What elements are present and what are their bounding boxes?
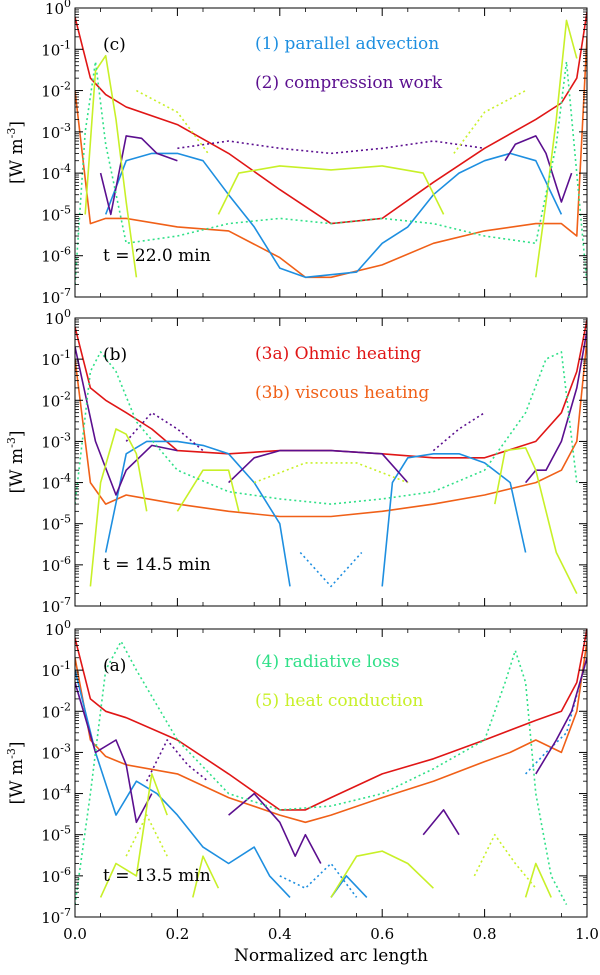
legend-radiative-loss: (4) radiative loss <box>255 652 400 672</box>
y-tick-label: 10-5 <box>41 513 71 534</box>
legend-viscous-heating: (3b) viscous heating <box>255 383 429 403</box>
series-compression-work-6 <box>75 682 153 824</box>
series-parallel-advection-2 <box>104 152 563 279</box>
y-tick-label: 10-6 <box>41 554 71 575</box>
panel-frame <box>74 628 588 918</box>
x-tick-label: 1.0 <box>575 925 599 943</box>
y-tick-label: 10-1 <box>41 348 71 369</box>
time-label: t = 22.0 min <box>103 246 211 266</box>
series-heat-conduction-16 <box>473 833 537 889</box>
legend-heat-conduction: (5) heat conduction <box>255 691 423 711</box>
series-compression-work-3 <box>99 135 178 216</box>
series-heat-conduction-11 <box>99 773 168 898</box>
time-label: t = 13.5 min <box>103 866 211 886</box>
y-tick-label: 10-2 <box>41 700 71 721</box>
series-viscous-heating-1 <box>75 339 587 518</box>
y-tick-label: 10-1 <box>41 659 71 680</box>
series-heat-conduction-12 <box>192 855 220 898</box>
y-tick-label: 10-2 <box>41 80 71 101</box>
series-compression-work-8 <box>125 411 204 452</box>
series-group <box>75 629 587 905</box>
legend-compression-work: (2) compression work <box>255 73 443 93</box>
y-tick-label: 10-3 <box>41 741 71 762</box>
series-heat-conduction-11 <box>176 469 240 512</box>
y-tick-label: 10-1 <box>41 38 71 59</box>
panel-b: 10-7 10-6 10-5 10-4 10-3 10-2 10-1 100 (b) t = 14… <box>41 307 588 616</box>
y-axis-label: [W m-3] <box>5 121 27 184</box>
series-compression-work-9 <box>432 412 486 452</box>
series-heat-conduction-8 <box>535 19 578 278</box>
series-heat-conduction-10 <box>453 89 526 154</box>
y-tick-label: 100 <box>45 0 71 18</box>
series-viscous-heating-1 <box>75 36 587 279</box>
series-heat-conduction-7 <box>217 165 445 215</box>
panel-tag: (c) <box>103 35 126 55</box>
y-tick-label: 10-4 <box>41 472 71 493</box>
series-parallel-advection-3 <box>381 452 527 587</box>
series-heat-conduction-9 <box>136 89 209 154</box>
series-heat-conduction-12 <box>494 446 578 594</box>
series-parallel-advection-4 <box>279 862 358 898</box>
x-tick-label: 0.4 <box>268 925 292 943</box>
y-tick-label: 10-7 <box>41 595 71 616</box>
series-heat-conduction-14 <box>524 862 552 898</box>
y-axis-label: [W m-3] <box>5 431 27 494</box>
y-tick-label: 10-3 <box>41 430 71 451</box>
y-tick-label: 100 <box>45 618 71 639</box>
series-compression-work-4 <box>504 135 573 203</box>
series-heat-conduction-10 <box>89 428 148 587</box>
y-tick-label: 100 <box>45 307 71 328</box>
series-radiative-loss-14 <box>75 351 578 505</box>
series-group <box>75 11 587 285</box>
series-radiative-loss-11 <box>75 60 587 285</box>
x-tick-label: 0.0 <box>63 925 87 943</box>
y-tick-label: 10-4 <box>41 783 71 804</box>
series-heat-conduction-13 <box>253 462 409 484</box>
series-parallel-advection-2 <box>75 669 291 898</box>
x-tick-label: 0.2 <box>165 925 189 943</box>
x-tick-label: 0.8 <box>473 925 497 943</box>
series-parallel-advection-2 <box>104 440 291 587</box>
y-tick-label: 10-5 <box>41 824 71 845</box>
y-tick-label: 10-7 <box>41 906 71 927</box>
y-tick-label: 10-6 <box>41 865 71 886</box>
series-ohmic-heating-0 <box>75 629 587 811</box>
series-compression-work-5 <box>177 140 485 155</box>
panel-a: 10-7 10-6 10-5 10-4 10-3 10-2 10-1 100 (a) t = 13… <box>41 618 588 927</box>
y-tick-label: 10-3 <box>41 121 71 142</box>
series-compression-work-6 <box>228 449 409 484</box>
series-compression-work-8 <box>422 809 460 836</box>
series-heat-conduction-15 <box>125 814 168 857</box>
legend-parallel-advection: (1) parallel advection <box>255 34 439 54</box>
y-axis-label: [W m-3] <box>5 742 27 805</box>
y-tick-label: 10-7 <box>41 286 71 307</box>
time-label: t = 14.5 min <box>103 555 211 575</box>
y-tick-label: 10-6 <box>41 245 71 266</box>
y-tick-label: 10-4 <box>41 162 71 183</box>
series-compression-work-5 <box>75 346 178 496</box>
series-heat-conduction-13 <box>330 850 434 898</box>
series-compression-work-7 <box>524 330 587 484</box>
series-viscous-heating-1 <box>75 641 587 824</box>
series-parallel-advection-4 <box>299 551 363 588</box>
panel-frame <box>74 317 588 607</box>
panel-c: 10-7 10-6 10-5 10-4 10-3 10-2 10-1 100 (c) t = 22… <box>41 0 588 307</box>
panel-frame <box>74 7 588 298</box>
panel-tag: (a) <box>103 656 126 676</box>
series-compression-work-10 <box>145 739 209 782</box>
y-tick-label: 10-2 <box>41 389 71 410</box>
y-tick-label: 10-5 <box>41 203 71 224</box>
legend-ohmic-heating: (3a) Ohmic heating <box>255 344 421 364</box>
series-group <box>75 319 587 594</box>
x-tick-label: 0.6 <box>370 925 394 943</box>
x-axis-label: Normalized arc length <box>234 946 428 966</box>
series-parallel-advection-3 <box>330 875 368 898</box>
panel-tag: (b) <box>103 345 127 365</box>
series-heat-conduction-6 <box>84 54 138 278</box>
series-compression-work-7 <box>228 792 322 864</box>
series-compression-work-9 <box>535 657 587 775</box>
